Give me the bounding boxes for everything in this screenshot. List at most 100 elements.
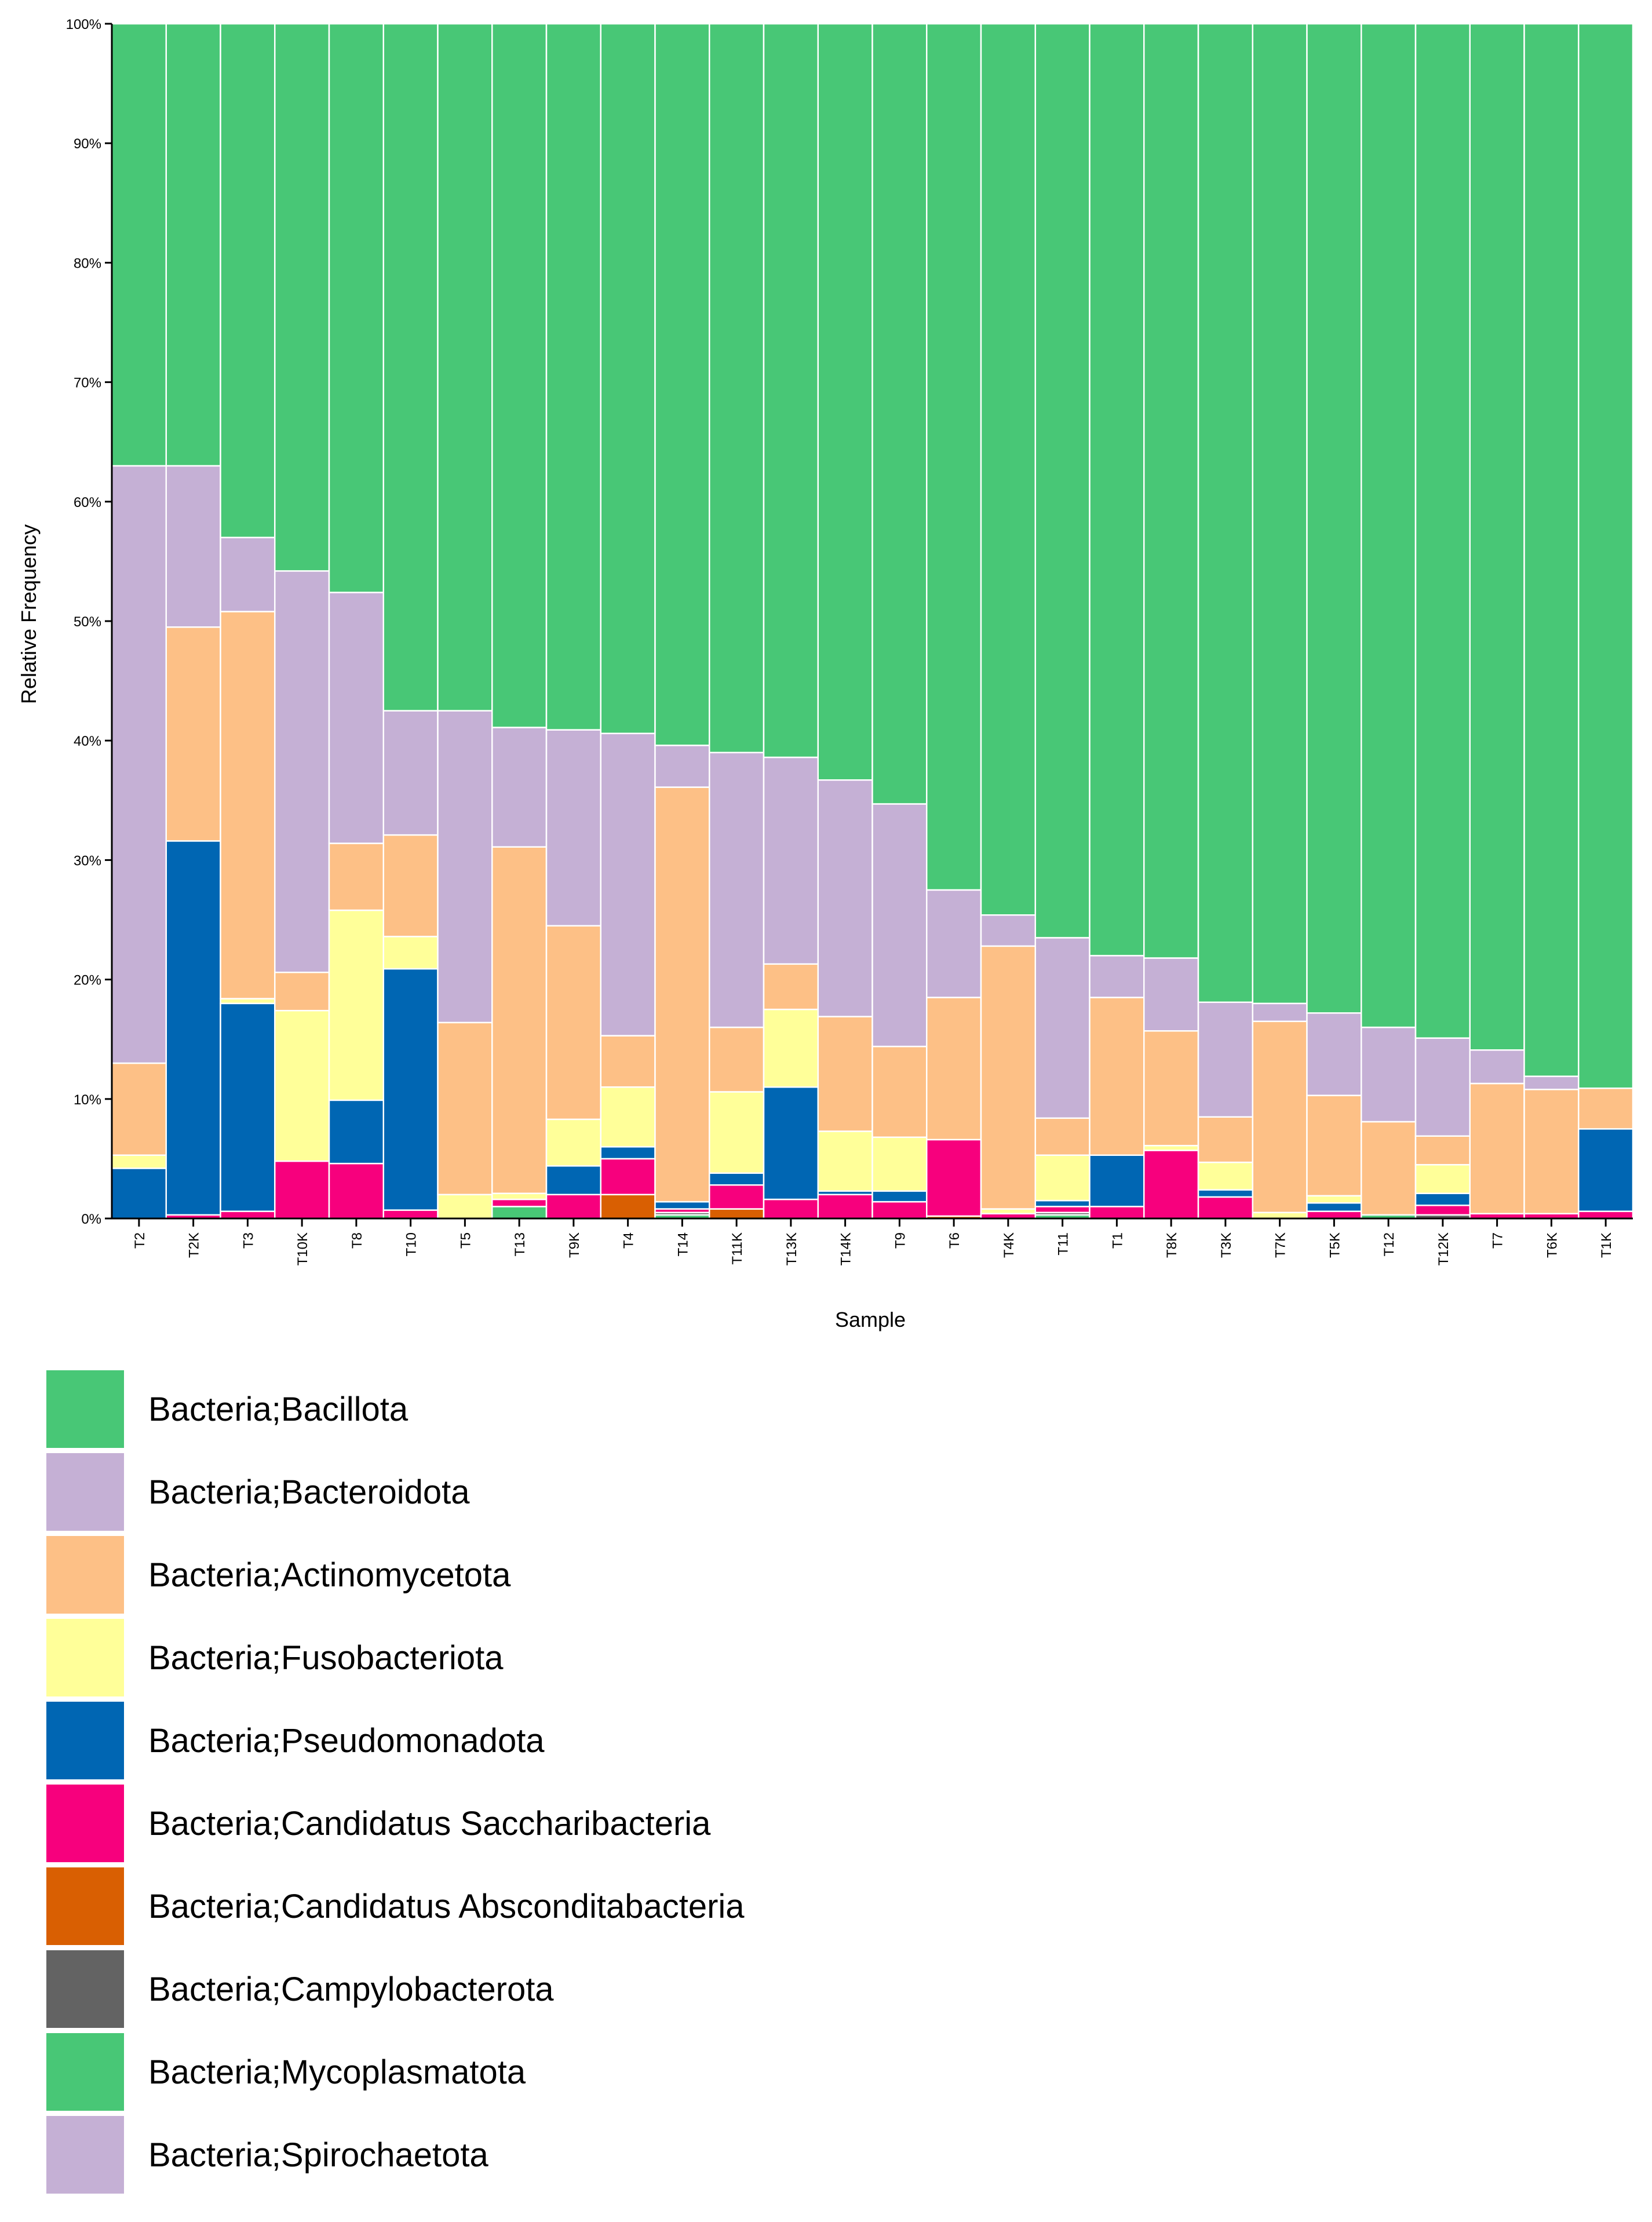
bar-segment-T3K-6 — [1197, 1116, 1253, 1163]
bar-segment-T9-6 — [871, 1045, 928, 1139]
bar-segment-T3K-4 — [1197, 1189, 1253, 1198]
bar-segment-T1-7 — [1089, 955, 1145, 998]
legend-swatch — [46, 1619, 124, 1696]
axes-layer: 0% 10% 20% 30% 40% 50% 60% 70% 80% 90% 100% T2 T2K T3… — [66, 17, 1633, 1265]
x-axis-title: Sample — [835, 1308, 906, 1331]
bar-segment-T6-6 — [926, 997, 982, 1141]
bar-segment-T8K-6 — [1143, 1030, 1199, 1147]
legend-swatch — [46, 1702, 124, 1779]
bar-segment-T1-3 — [1089, 1206, 1145, 1220]
bar-segment-T10-8 — [382, 23, 439, 712]
x-tick-label: T6K — [1544, 1232, 1560, 1258]
bar-segment-T8-3 — [328, 1162, 384, 1220]
legend-item: Bacteria;Spirochaetota — [46, 2116, 489, 2194]
legend-swatch — [46, 2116, 124, 2194]
bar-segment-T2-6 — [111, 1062, 167, 1156]
bar-segment-T7K-6 — [1252, 1020, 1308, 1213]
bar-segment-T4-3 — [600, 1158, 656, 1196]
bar-segment-T5K-7 — [1306, 1012, 1362, 1096]
bar-segment-T9K-5 — [545, 1118, 601, 1167]
legend-swatch — [46, 2033, 124, 2111]
bar-segment-T11K-2 — [709, 1208, 765, 1220]
x-tick-label: T12 — [1381, 1232, 1397, 1256]
bar-segment-T7K-8 — [1252, 23, 1308, 1005]
bar-segment-T13-6 — [491, 846, 548, 1194]
y-tick-label: 100% — [66, 17, 101, 32]
bar-segment-T3-8 — [220, 23, 276, 538]
bar-segment-T3K-5 — [1197, 1161, 1253, 1191]
bar-segment-T7-7 — [1469, 1049, 1525, 1085]
bar-segment-T12K-4 — [1414, 1192, 1471, 1206]
x-tick-label: T7 — [1490, 1232, 1506, 1249]
bar-segment-T14K-7 — [817, 779, 873, 1017]
y-tick-label: 10% — [74, 1092, 101, 1108]
bar-segment-T8-6 — [328, 842, 384, 911]
bar-segment-T9K-8 — [545, 23, 601, 731]
bar-segment-T8K-7 — [1143, 957, 1199, 1032]
legend-item: Bacteria;Pseudomonadota — [46, 1702, 545, 1779]
legend-label: Bacteria;Mycoplasmatota — [148, 2053, 526, 2091]
bar-segment-T11-7 — [1034, 937, 1091, 1119]
x-tick-label: T2K — [187, 1232, 202, 1258]
bar-segment-T13K-8 — [763, 23, 819, 758]
bar-segment-T9K-6 — [545, 925, 601, 1121]
x-tick-label: T14 — [675, 1232, 691, 1256]
bar-segment-T11-8 — [1034, 23, 1091, 939]
bar-segment-T6-7 — [926, 889, 982, 998]
bar-segment-T3-7 — [220, 537, 276, 612]
bar-segment-T12-7 — [1361, 1026, 1417, 1123]
bar-segment-T12-6 — [1361, 1121, 1417, 1216]
bar-segment-T12K-6 — [1414, 1135, 1471, 1166]
legend-label: Bacteria;Candidatus Saccharibacteria — [148, 1805, 711, 1842]
bar-segment-T4-5 — [600, 1086, 656, 1148]
bar-segment-T13K-7 — [763, 756, 819, 965]
legend-item: Bacteria;Actinomycetota — [46, 1536, 511, 1614]
legend-label: Bacteria;Bacteroidota — [148, 1473, 470, 1511]
x-tick-label: T13K — [784, 1232, 800, 1265]
legend-item: Bacteria;Campylobacterota — [46, 1950, 554, 2028]
bar-segment-T13-3 — [491, 1198, 548, 1207]
legend-swatch — [46, 1867, 124, 1945]
x-tick-label: T8 — [349, 1232, 365, 1249]
bar-segment-T11K-3 — [709, 1184, 765, 1210]
bar-segment-T8K-8 — [1143, 23, 1199, 959]
legend-label: Bacteria;Bacillota — [148, 1391, 409, 1428]
bar-segment-T8-7 — [328, 592, 384, 844]
bar-segment-T10-3 — [382, 1209, 439, 1220]
bar-segment-T3K-8 — [1197, 23, 1253, 1004]
y-tick-label: 20% — [74, 973, 101, 988]
legend-label: Bacteria;Campylobacterota — [148, 1971, 554, 2008]
x-tick-label: T1 — [1110, 1232, 1125, 1249]
x-tick-label: T11 — [1056, 1232, 1071, 1256]
bar-segment-T13K-4 — [763, 1086, 819, 1201]
bar-segment-T9-3 — [871, 1201, 928, 1220]
x-tick-label: T12K — [1436, 1232, 1452, 1265]
bar-segment-T1-8 — [1089, 23, 1145, 957]
x-tick-label: T14K — [838, 1232, 854, 1265]
bar-segment-T10K-7 — [274, 570, 330, 973]
y-axis-title: Relative Frequency — [17, 524, 41, 704]
bar-segment-T13-0 — [491, 1206, 548, 1220]
bar-segment-T10K-8 — [274, 23, 330, 572]
bar-segment-T2K-8 — [165, 23, 221, 467]
bar-segment-T13-8 — [491, 23, 548, 728]
bar-segment-T14K-6 — [817, 1016, 873, 1132]
bar-segment-T14-6 — [654, 786, 710, 1203]
bar-segment-T2K-6 — [165, 626, 221, 842]
bar-segment-T5K-4 — [1306, 1202, 1362, 1212]
legend-swatch — [46, 1536, 124, 1614]
x-tick-label: T9 — [892, 1232, 908, 1249]
bar-segment-T5-8 — [437, 23, 493, 712]
legend-swatch — [46, 1370, 124, 1448]
bar-segment-T13-7 — [491, 727, 548, 848]
bar-segment-T6K-7 — [1523, 1075, 1580, 1090]
bar-segment-T3K-7 — [1197, 1001, 1253, 1118]
legend-item: Bacteria;Bacillota — [46, 1370, 409, 1448]
bar-segment-T4K-6 — [980, 945, 1036, 1210]
bar-segment-T13K-3 — [763, 1198, 819, 1220]
legend-swatch — [46, 1785, 124, 1862]
bar-segment-T12K-5 — [1414, 1163, 1471, 1194]
y-tick-label: 0% — [81, 1212, 101, 1227]
bar-segment-T4-8 — [600, 23, 656, 735]
